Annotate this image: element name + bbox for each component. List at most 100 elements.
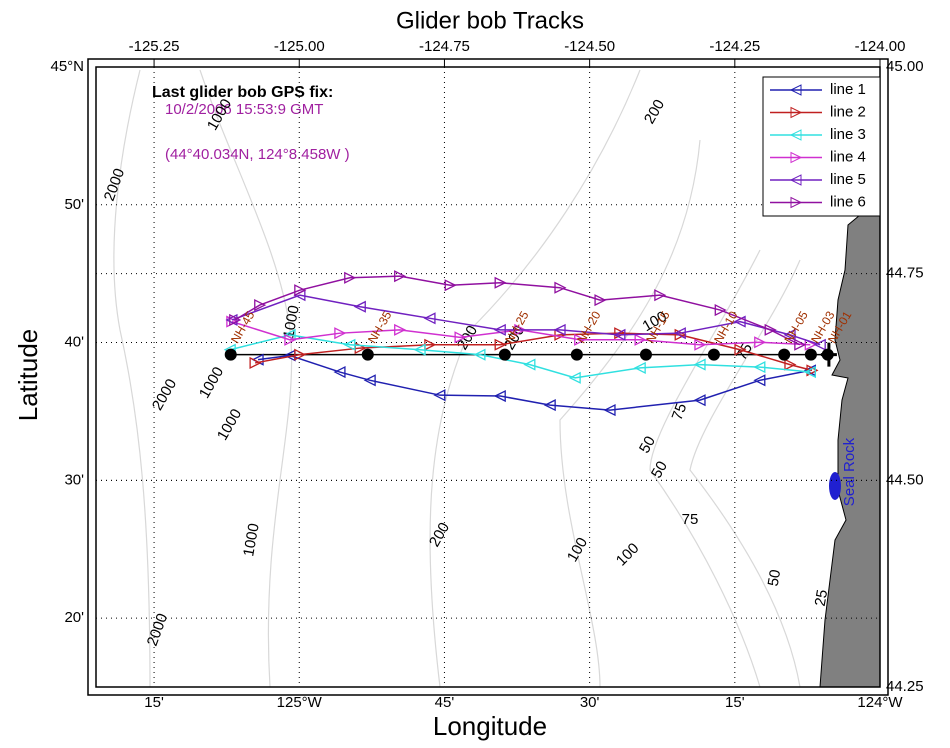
legend-label: line 4 bbox=[830, 148, 866, 165]
x-tick-label-bottom: 45' bbox=[435, 694, 455, 711]
contour-label: 200 bbox=[641, 97, 668, 127]
x-tick-label-top: -124.00 bbox=[855, 38, 906, 55]
station-label: NH-45 bbox=[228, 308, 258, 345]
gps-fix-heading: Last glider bob GPS fix: bbox=[152, 84, 333, 101]
track-marker bbox=[614, 327, 627, 340]
track-marker bbox=[734, 343, 747, 356]
contour-label: 25 bbox=[812, 588, 832, 607]
gps-fix-position: (44°40.034N, 124°8.458W ) bbox=[165, 146, 350, 163]
track-marker bbox=[543, 399, 556, 412]
track-marker bbox=[783, 328, 796, 341]
y-tick-label-left: 50' bbox=[64, 196, 84, 213]
track-marker bbox=[493, 389, 506, 403]
station-dot bbox=[778, 348, 791, 361]
track-line bbox=[254, 332, 813, 372]
glider-position bbox=[820, 342, 837, 367]
track-marker bbox=[693, 358, 706, 371]
track-marker bbox=[294, 284, 307, 297]
legend-marker bbox=[789, 174, 802, 186]
legend-label: line 3 bbox=[830, 126, 866, 143]
contour-label: 1000 bbox=[214, 406, 245, 443]
track-marker bbox=[603, 404, 616, 417]
track-marker bbox=[343, 338, 356, 351]
gps-fix-time: 10/2/2006 15:53:9 GMT bbox=[165, 101, 323, 118]
track-marker bbox=[764, 323, 777, 336]
station-dot bbox=[707, 348, 720, 361]
track-marker bbox=[225, 313, 238, 327]
contour-2000 bbox=[113, 69, 151, 688]
track-marker bbox=[363, 374, 376, 387]
track-marker bbox=[794, 338, 807, 351]
track-marker bbox=[433, 389, 446, 402]
track-line bbox=[257, 354, 811, 411]
legend-label: line 2 bbox=[830, 103, 866, 120]
contour-label: 75 bbox=[682, 511, 699, 528]
contour-label: 100 bbox=[564, 535, 591, 565]
contour-50 bbox=[649, 249, 761, 688]
track-marker bbox=[473, 348, 486, 361]
chart-title: Glider bob Tracks bbox=[396, 7, 584, 34]
y-tick-label-right: 44.75 bbox=[886, 265, 924, 282]
track-marker bbox=[784, 358, 797, 371]
track-marker bbox=[753, 374, 766, 387]
track-marker bbox=[413, 343, 426, 356]
legend-label: line 5 bbox=[830, 171, 866, 188]
legend-marker bbox=[790, 151, 803, 164]
track-marker bbox=[353, 300, 366, 313]
track-marker bbox=[806, 364, 819, 377]
contour-label: 50 bbox=[636, 433, 659, 456]
station-dot bbox=[361, 348, 374, 361]
track-marker bbox=[454, 331, 467, 344]
contour-label: 2000 bbox=[149, 376, 180, 413]
x-tick-label-bottom: 15' bbox=[725, 694, 745, 711]
station-dot bbox=[570, 348, 583, 361]
y-tick-label-right: 44.50 bbox=[886, 471, 924, 488]
y-tick-label-left: 40' bbox=[64, 333, 84, 350]
legend: line 1 line 2 line 3 line 4 line 5 line 6 bbox=[762, 76, 881, 217]
x-tick-label-bottom: 124°W bbox=[857, 694, 903, 711]
legend-marker bbox=[790, 196, 803, 209]
contour-lines bbox=[113, 69, 801, 688]
track-marker bbox=[494, 276, 507, 289]
x-tick-label-top: -124.75 bbox=[419, 38, 470, 55]
track-marker bbox=[674, 328, 687, 341]
track-marker bbox=[813, 338, 826, 351]
track-marker bbox=[733, 315, 746, 328]
track-marker bbox=[294, 348, 307, 361]
coastline bbox=[819, 214, 881, 688]
track-marker bbox=[613, 328, 626, 341]
track-marker bbox=[633, 361, 646, 374]
place-label: Seal Rock bbox=[841, 437, 858, 506]
track-marker bbox=[553, 323, 566, 336]
track-marker bbox=[594, 294, 607, 307]
track-marker bbox=[673, 327, 686, 340]
y-axis-label: Latitude bbox=[13, 329, 43, 422]
legend-marker bbox=[789, 129, 802, 141]
x-tick-label-top: -124.25 bbox=[709, 38, 760, 55]
contour-200 bbox=[429, 69, 641, 688]
contour-label: 2000 bbox=[144, 611, 171, 648]
track-marker bbox=[254, 299, 267, 312]
track-marker bbox=[444, 279, 457, 292]
contour-label: 50 bbox=[765, 568, 785, 587]
track-marker bbox=[754, 336, 767, 349]
track-marker bbox=[394, 270, 407, 283]
track-marker bbox=[229, 313, 242, 327]
x-tick-label-top: -125.00 bbox=[274, 38, 325, 55]
track-line bbox=[229, 334, 811, 379]
track-marker bbox=[494, 338, 507, 351]
track-marker bbox=[574, 333, 587, 346]
track-marker bbox=[714, 303, 727, 317]
y-tick-label-right: 45.00 bbox=[886, 58, 924, 75]
legend-marker bbox=[790, 106, 803, 119]
track-marker bbox=[554, 281, 567, 294]
y-tick-label-left: 30' bbox=[64, 471, 84, 488]
track-marker bbox=[394, 323, 407, 336]
seal-rock-marker bbox=[829, 472, 841, 500]
y-tick-label-left: 20' bbox=[64, 609, 84, 626]
y-tick-label-right: 44.25 bbox=[886, 678, 924, 695]
contour-label: 100 bbox=[613, 540, 643, 570]
track-marker bbox=[334, 327, 347, 340]
track-marker bbox=[803, 365, 816, 379]
track-marker bbox=[694, 338, 707, 351]
